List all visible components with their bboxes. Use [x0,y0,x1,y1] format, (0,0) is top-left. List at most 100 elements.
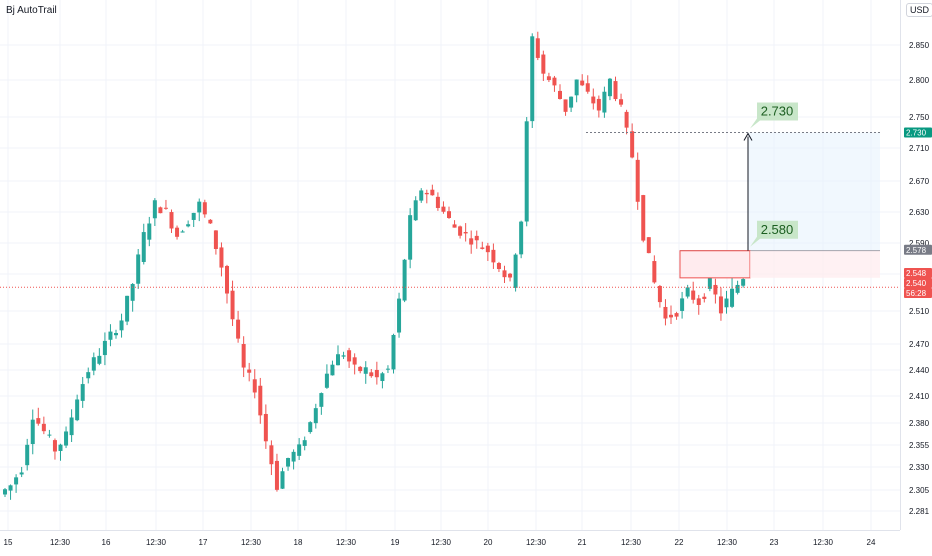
candle-body [8,485,13,491]
candle-body [519,221,524,255]
candle-body [508,273,513,278]
candle-body [58,444,63,451]
price-badge-label: 2.730 [906,129,927,138]
callout-label: 2.730 [761,104,794,119]
candle-body [535,38,540,58]
candle-body [474,235,479,241]
candlestick-chart[interactable]: 2.730 2.580 [0,0,900,530]
time-tick-label: 12:30 [146,538,167,547]
candle-body [480,247,485,249]
time-tick-label: 23 [770,538,779,547]
price-tick-label: 2.750 [909,113,930,122]
price-tick-label: 2.380 [909,419,930,428]
candle-body [713,284,718,295]
time-axis[interactable]: 15 12:30 16 12:30 17 12:30 18 12:30 19 12:30 20 12:… [0,530,900,551]
candle-body [380,373,385,381]
price-tick-label: 2.800 [909,76,930,85]
time-tick-label: 12:30 [813,538,834,547]
time-tick-label: 12:30 [336,538,357,547]
candle-body [735,284,740,293]
time-tick-label: 12:30 [621,538,642,547]
candle-body [447,211,451,219]
candle-body [125,295,130,322]
candle-body [247,369,252,373]
candle-body [252,379,257,393]
candle-body [324,373,329,388]
callout-label: 2.580 [761,222,794,237]
candle-body [730,288,735,307]
candle-body [358,366,363,372]
candle-body [413,200,418,221]
candle-body [408,215,413,260]
candle-body [274,460,279,490]
candle-body [308,422,313,433]
candle-body [297,444,302,456]
candle-body [718,296,723,314]
candle-body [707,276,712,289]
price-tick-label: 2.410 [909,392,930,401]
candle-body [163,207,168,209]
candle-body [546,76,551,81]
candle-body [208,219,213,224]
price-tick-label: 2.470 [909,340,930,349]
candle-body [158,207,163,214]
candle-body [635,159,640,202]
candle-body [696,298,701,305]
time-tick-label: 12:30 [431,538,452,547]
entry-box [679,250,751,279]
time-tick-label: 18 [294,538,303,547]
time-tick-label: 20 [484,538,493,547]
candle-body [341,355,346,357]
price-tick-label: 2.850 [909,41,930,50]
candle-body [347,350,352,362]
projection-arrow-head [743,132,753,141]
candle-body [441,206,446,212]
time-tick-label: 12:30 [50,538,71,547]
candle-body [691,290,696,300]
price-badge-label: 56:28 [906,289,927,298]
time-tick-label: 12:30 [241,538,262,547]
price-tick-label: 2.330 [909,463,930,472]
candle-body [91,357,96,371]
callout-shape [750,102,798,129]
candle-body [191,212,196,220]
candle-body [607,78,612,97]
candle-body [197,201,202,213]
candle-body [741,279,746,286]
candle-body [30,419,35,445]
chart-plot-area[interactable]: 2.730 2.580 [0,0,900,530]
candle-body [97,355,102,364]
currency-button[interactable]: USD [906,3,932,17]
candle-body [114,332,118,336]
candle-body [186,224,191,227]
candle-body [435,196,440,208]
candle-body [269,445,274,465]
candle-body [147,223,152,240]
candle-body [657,285,662,303]
indicator-title[interactable]: Bj AutoTrail [6,5,57,16]
candle-body [302,440,307,446]
price-tick-label: 2.630 [909,208,930,217]
candle-body [236,319,241,339]
price-badge [904,278,932,288]
candle-body [463,232,468,234]
price-tick-label: 2.281 [909,507,930,516]
candle-body [385,368,390,370]
candle-body [41,423,46,432]
price-axis[interactable]: 2.8502.8002.7502.7102.6702.6302.5902.550… [900,0,932,530]
candle-body [258,385,263,416]
candle-body [591,96,596,104]
candle-body [141,232,146,262]
candle-body [213,230,218,250]
candle-body [225,265,229,294]
candle-body [119,320,124,331]
price-badge-label: 2.548 [906,269,927,278]
price-badge [904,288,932,298]
candle-body [47,434,52,436]
candle-body [491,249,496,263]
candle-body [397,298,402,333]
candle-body [674,313,679,317]
candle-body [624,111,629,128]
candle-body [391,334,396,370]
candle-body [330,364,335,376]
